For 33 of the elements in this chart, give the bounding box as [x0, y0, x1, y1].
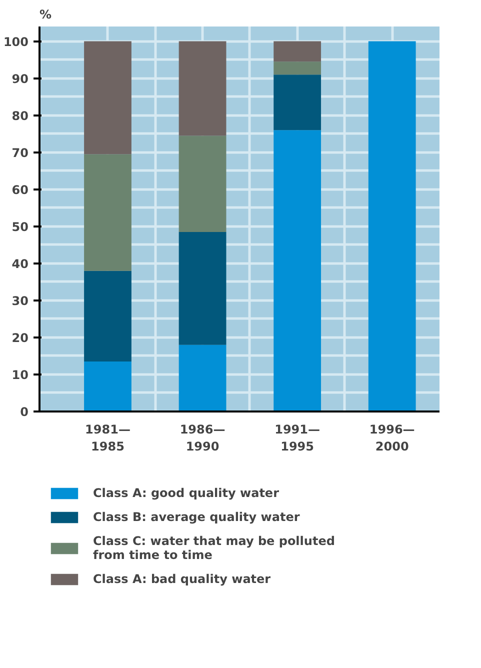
bar: [274, 74, 322, 130]
y-axis-title: %: [40, 8, 52, 22]
y-tick-label: 0: [20, 405, 29, 419]
y-tick-label: 10: [12, 368, 29, 382]
y-tick-label: 60: [12, 182, 29, 197]
legend-label: Class A: bad quality water: [93, 572, 271, 586]
bar: [84, 362, 132, 412]
legend-label: Class A: good quality water: [93, 486, 279, 500]
bar: [178, 136, 226, 232]
bar: [274, 41, 322, 62]
bar: [84, 270, 132, 362]
y-tick-label: 50: [12, 220, 29, 234]
bar: [84, 154, 132, 271]
legend-label: Class C: water that may be polluted from time to time: [93, 534, 335, 562]
x-tick-label: 1981—1985: [85, 422, 130, 454]
y-tick-label: 80: [12, 108, 29, 123]
bar: [178, 344, 226, 412]
y-tick-label: 30: [12, 294, 29, 308]
bar: [274, 130, 322, 412]
y-tick-label: 90: [12, 72, 29, 86]
y-tick-label: 70: [12, 146, 29, 160]
x-tick-label: 1996—2000: [369, 422, 415, 454]
x-tick-label: 1986—1990: [180, 422, 226, 454]
bar: [274, 62, 322, 75]
bar: [84, 41, 132, 154]
legend-label: Class B: average quality water: [93, 510, 300, 524]
y-tick-label: 20: [12, 330, 29, 345]
y-tick-label: 100: [3, 34, 29, 49]
bar: [178, 232, 226, 345]
y-tick-label: 40: [12, 256, 29, 271]
bar: [178, 41, 226, 136]
bar: [368, 41, 416, 412]
x-tick-label: 1991—1995: [274, 422, 320, 454]
